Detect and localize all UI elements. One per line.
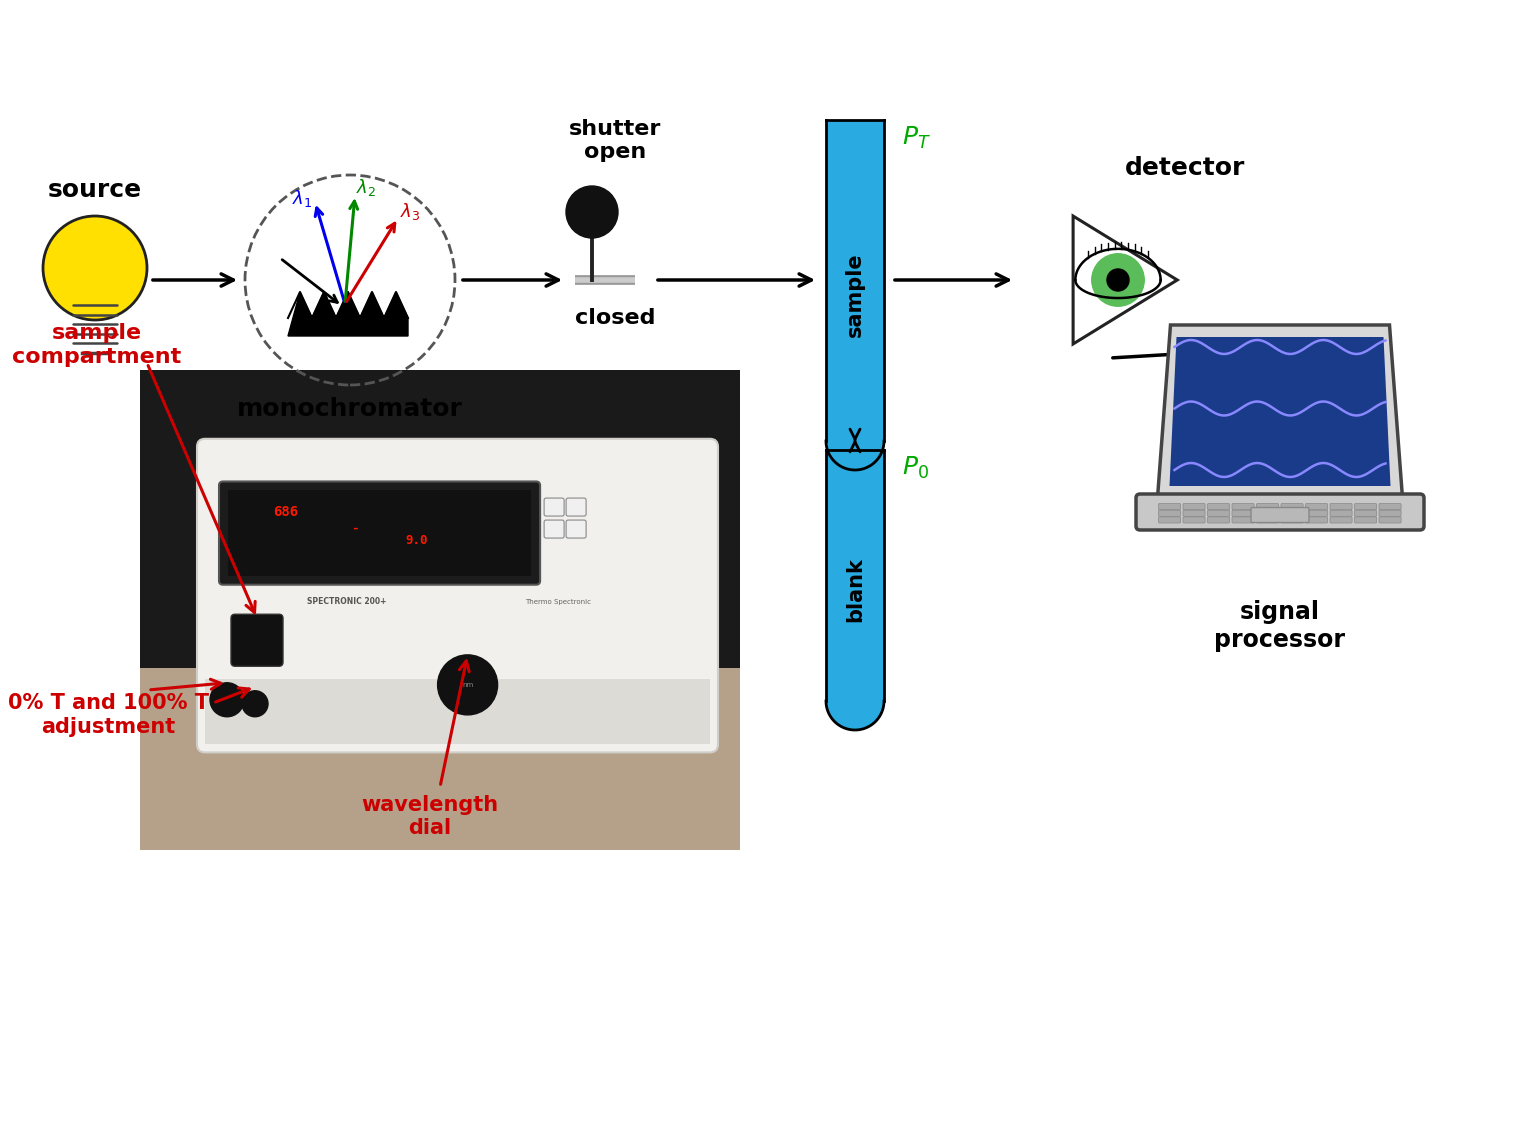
FancyBboxPatch shape [1232, 516, 1253, 523]
FancyBboxPatch shape [220, 481, 541, 584]
FancyBboxPatch shape [1250, 507, 1309, 522]
Text: -: - [350, 522, 358, 534]
Circle shape [438, 655, 498, 715]
FancyBboxPatch shape [1158, 511, 1181, 516]
FancyBboxPatch shape [140, 370, 740, 850]
Polygon shape [1074, 216, 1177, 344]
FancyBboxPatch shape [1379, 511, 1401, 516]
Text: detector: detector [1124, 156, 1246, 180]
FancyBboxPatch shape [204, 679, 710, 745]
Text: signal
processor: signal processor [1215, 600, 1346, 652]
Text: $\mathit{P}_T$: $\mathit{P}_T$ [902, 125, 931, 151]
FancyBboxPatch shape [1281, 516, 1303, 523]
FancyBboxPatch shape [1330, 511, 1352, 516]
FancyBboxPatch shape [1306, 504, 1327, 510]
FancyBboxPatch shape [544, 498, 564, 516]
FancyBboxPatch shape [1207, 511, 1230, 516]
Text: 686: 686 [273, 505, 298, 519]
FancyBboxPatch shape [1232, 511, 1253, 516]
FancyBboxPatch shape [197, 438, 717, 753]
Text: source: source [48, 179, 141, 202]
FancyBboxPatch shape [1330, 504, 1352, 510]
Text: $\lambda_1$: $\lambda_1$ [292, 188, 312, 209]
FancyBboxPatch shape [140, 668, 740, 850]
FancyBboxPatch shape [1281, 504, 1303, 510]
Polygon shape [289, 292, 409, 336]
FancyBboxPatch shape [567, 520, 587, 538]
Circle shape [565, 186, 617, 238]
FancyBboxPatch shape [1158, 516, 1181, 523]
FancyBboxPatch shape [1158, 504, 1181, 510]
FancyBboxPatch shape [1256, 516, 1278, 523]
Text: sample: sample [845, 253, 865, 338]
FancyBboxPatch shape [544, 520, 564, 538]
Circle shape [210, 683, 244, 716]
FancyBboxPatch shape [826, 120, 885, 441]
Text: shutter
open: shutter open [568, 119, 660, 162]
FancyBboxPatch shape [1379, 516, 1401, 523]
FancyBboxPatch shape [567, 498, 587, 516]
FancyBboxPatch shape [1330, 516, 1352, 523]
FancyBboxPatch shape [1256, 504, 1278, 510]
Circle shape [243, 690, 267, 716]
FancyBboxPatch shape [1306, 511, 1327, 516]
FancyBboxPatch shape [1137, 494, 1424, 530]
Polygon shape [1158, 325, 1402, 498]
Text: wavelength
dial: wavelength dial [361, 796, 499, 838]
Text: $\lambda_3$: $\lambda_3$ [399, 201, 421, 221]
Text: nm: nm [462, 681, 473, 688]
Text: blank: blank [845, 557, 865, 623]
Text: SPECTRONIC 200+: SPECTRONIC 200+ [307, 597, 386, 606]
Text: $\mathit{P}_0$: $\mathit{P}_0$ [902, 455, 929, 481]
Text: Thermo Spectronic: Thermo Spectronic [525, 599, 591, 605]
Text: sample
compartment: sample compartment [12, 323, 181, 366]
Text: 0% T and 100% T
adjustment: 0% T and 100% T adjustment [8, 694, 209, 737]
Text: monochromator: monochromator [237, 397, 462, 421]
Text: closed: closed [574, 308, 656, 328]
Polygon shape [826, 701, 885, 730]
Polygon shape [1169, 337, 1390, 486]
FancyBboxPatch shape [1256, 511, 1278, 516]
Circle shape [1092, 254, 1144, 306]
FancyBboxPatch shape [1183, 511, 1206, 516]
FancyBboxPatch shape [826, 450, 885, 701]
FancyBboxPatch shape [227, 490, 531, 575]
Circle shape [43, 216, 147, 320]
FancyBboxPatch shape [1306, 516, 1327, 523]
FancyBboxPatch shape [1183, 504, 1206, 510]
FancyBboxPatch shape [1207, 516, 1230, 523]
Polygon shape [826, 441, 885, 470]
FancyBboxPatch shape [1281, 511, 1303, 516]
FancyBboxPatch shape [1183, 516, 1206, 523]
FancyBboxPatch shape [1232, 504, 1253, 510]
FancyBboxPatch shape [1379, 504, 1401, 510]
Text: $\lambda_2$: $\lambda_2$ [356, 177, 376, 198]
Circle shape [1107, 269, 1129, 292]
Text: 9.0: 9.0 [406, 534, 429, 547]
FancyBboxPatch shape [1355, 516, 1376, 523]
FancyBboxPatch shape [1355, 511, 1376, 516]
FancyBboxPatch shape [1207, 504, 1230, 510]
FancyBboxPatch shape [1355, 504, 1376, 510]
FancyBboxPatch shape [230, 615, 283, 667]
